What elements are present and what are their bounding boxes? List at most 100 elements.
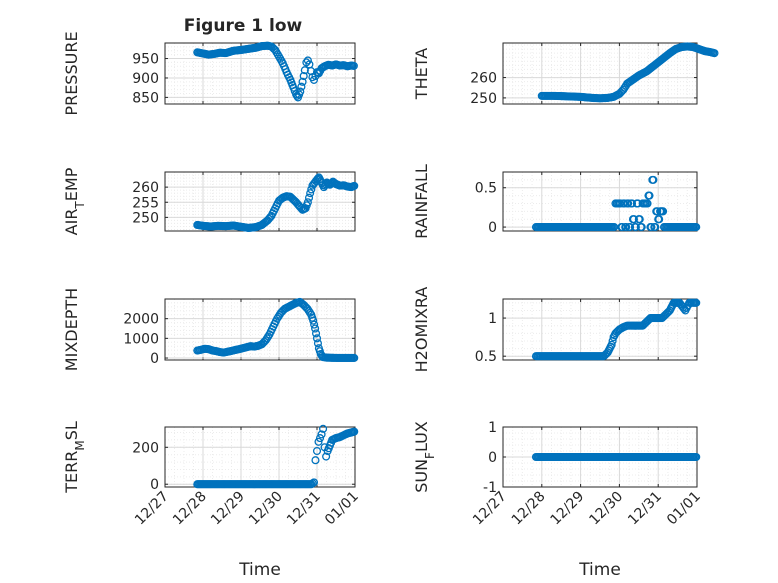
y-axis-label: SUNFLUX [412,421,437,493]
data-point [647,223,656,232]
axes-frame [502,171,698,232]
data-point [296,87,305,96]
x-tick-label: 12/29 [208,489,248,529]
data-point [317,430,326,439]
data-point [629,215,638,224]
axes-frame [164,171,356,232]
y-tick-label: 0 [488,220,497,236]
y-tick-label: 0 [150,477,159,493]
data-point [319,424,328,433]
data-point [305,308,315,317]
data-points-sun-flux [531,452,701,462]
data-points-air-temp [193,173,359,233]
data-point [692,298,701,307]
data-point [315,434,325,443]
y-axis-label: AIRTEMP [62,167,87,235]
data-point [651,223,660,232]
data-point [350,427,359,436]
x-axis-label: Time [578,560,621,580]
x-tick-label: 12/27 [132,489,172,529]
data-point [306,189,315,198]
y-tick-label: 0 [488,450,497,466]
y-axis-label: MIXDEPTH [62,288,81,371]
data-point [710,49,719,58]
y-tick-label: 250 [132,210,159,226]
y-tick-label: -1 [483,480,497,496]
data-point [627,199,637,208]
x-tick-label: 01/01 [322,489,362,529]
data-point [308,479,317,488]
data-point [350,353,359,362]
x-tick-label: 01/01 [664,489,704,529]
x-tick-label: 12/30 [586,489,626,529]
data-point [649,175,658,184]
data-point [643,199,652,208]
y-tick-label: 0 [150,351,159,367]
data-point [635,215,644,224]
data-point [303,198,312,207]
subplot-mixdepth: 0 1000 2000 MIXDEPTH [62,288,359,371]
y-axis-label: THETA [412,48,431,100]
data-points-theta [537,42,719,103]
y-axis-label: RAINFALL [412,164,431,239]
y-axis-label: PRESSURE [62,31,81,115]
data-point [624,199,633,208]
x-axis-label: Time [238,560,281,580]
data-point [266,213,275,222]
subplot-h2omixra: 0.5 1 H2OMIXRA [412,287,701,373]
data-points-pressure [193,41,358,102]
data-point [309,75,319,84]
data-points-terr-msl [193,424,359,489]
y-tick-label: 250 [470,91,497,107]
data-point [312,334,322,343]
data-point [645,191,654,200]
y-tick-label: 0.5 [475,349,497,365]
data-points-h2omixra [531,298,701,361]
x-tick-label: 12/28 [170,489,210,529]
data-point [309,316,318,325]
data-point [300,66,309,75]
data-point [622,223,631,232]
axes-frame [502,42,698,105]
figure-title: Figure 1 low [184,16,303,36]
subplot-rainfall: 0 0.5 RAINFALL [412,164,701,239]
y-tick-label: 260 [132,180,159,196]
y-tick-label: 2000 [123,312,159,328]
y-axis-label: H2OMIXRA [412,287,431,373]
data-point [264,332,273,341]
data-point [692,452,701,462]
data-point [658,207,668,216]
y-tick-label: 1000 [123,331,159,347]
y-tick-label: 200 [132,440,159,456]
x-tick-label: 12/29 [548,489,588,529]
y-tick-label: 1 [488,420,497,436]
x-tick-label: 12/31 [284,489,324,529]
data-point [322,452,331,461]
data-points-mixdepth [193,297,359,362]
y-tick-label: 255 [132,195,159,211]
data-point [655,215,664,224]
data-point [653,207,662,216]
data-point [626,223,635,232]
data-point [304,193,314,202]
data-points-rainfall [531,175,701,232]
subplot-theta: 250 260 THETA [412,42,719,107]
data-point [309,478,319,487]
data-point [692,223,701,232]
y-tick-label: 900 [132,71,159,87]
data-point [303,56,312,65]
x-tick-label: 12/31 [625,489,665,529]
y-tick-label: 850 [132,90,159,106]
data-point [311,456,320,465]
data-point [350,181,359,190]
data-point [637,223,646,232]
y-axis-label: TERRMSL [62,421,87,494]
data-point [298,77,307,86]
data-point [349,61,358,70]
x-tick-label: 12/28 [509,489,549,529]
x-tick-label: 12/30 [246,489,286,529]
data-point [299,71,308,81]
